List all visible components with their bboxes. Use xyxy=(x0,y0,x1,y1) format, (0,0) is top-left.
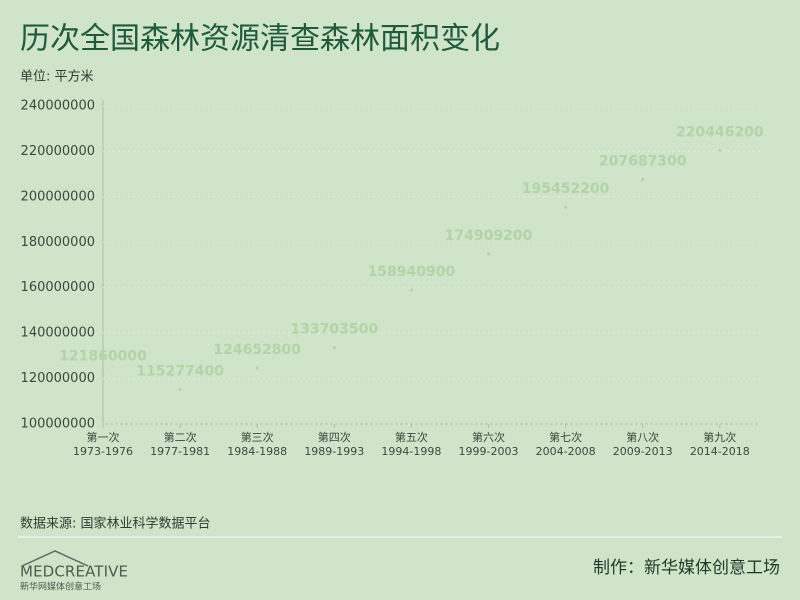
y-tick-label: 100000000 xyxy=(21,417,95,432)
data-point xyxy=(255,366,259,370)
value-label: 158940900 xyxy=(368,264,456,280)
logo-roof xyxy=(21,550,89,567)
x-tick-period: 1977-1981 xyxy=(150,445,210,458)
x-tick-period: 1999-2003 xyxy=(459,445,519,458)
x-tick-period: 2014-2018 xyxy=(690,445,750,458)
data-point xyxy=(718,148,722,152)
value-label: 207687300 xyxy=(599,153,687,169)
x-tick-label: 第七次 xyxy=(549,430,582,444)
value-label: 115277400 xyxy=(136,363,224,379)
x-tick-label: 第三次 xyxy=(241,430,274,444)
x-tick-label: 第八次 xyxy=(626,430,659,444)
data-point xyxy=(178,387,182,391)
x-tick-label: 第二次 xyxy=(164,430,197,444)
logo-text: MEDCREATIVE xyxy=(20,563,128,581)
logo-subtitle: 新华网媒体创意工场 xyxy=(20,581,101,593)
value-label: 124652800 xyxy=(213,342,301,358)
x-tick-label: 第九次 xyxy=(703,430,736,444)
x-tick-period: 2009-2013 xyxy=(613,445,673,458)
x-tick-period: 1984-1988 xyxy=(227,445,287,458)
y-tick-label: 180000000 xyxy=(21,235,95,250)
source: 数据来源: 国家林业科学数据平台 xyxy=(20,516,211,532)
y-tick-label: 120000000 xyxy=(21,371,95,386)
x-tick-period: 1989-1993 xyxy=(304,445,364,458)
data-point xyxy=(564,205,568,209)
data-point xyxy=(487,252,490,256)
chart-title: 历次全国森林资源清查森林面积变化 xyxy=(20,22,500,57)
y-tick-label: 140000000 xyxy=(21,326,95,341)
x-tick-period: 2004-2008 xyxy=(536,445,596,458)
x-tick-label: 第四次 xyxy=(318,430,351,444)
value-label: 121860000 xyxy=(59,348,147,364)
x-tick-period: 1994-1998 xyxy=(381,445,441,458)
unit-label: 单位: 平方米 xyxy=(20,69,94,85)
y-tick-label: 220000000 xyxy=(21,144,95,159)
y-tick-label: 160000000 xyxy=(21,280,95,295)
data-point xyxy=(101,372,105,376)
value-label: 195452200 xyxy=(522,181,610,197)
x-tick-label: 第六次 xyxy=(472,430,505,444)
value-label: 174909200 xyxy=(445,228,533,244)
y-tick-label: 200000000 xyxy=(21,189,95,204)
x-tick-label: 第五次 xyxy=(395,430,428,444)
data-point xyxy=(409,288,413,292)
y-tick-label: 240000000 xyxy=(21,99,95,114)
value-label: 220446200 xyxy=(676,124,764,140)
credit: 制作：新华媒体创意工场 xyxy=(593,558,780,578)
x-tick-period: 1973-1976 xyxy=(73,445,133,458)
x-tick-label: 第一次 xyxy=(87,430,120,444)
data-point xyxy=(641,177,645,181)
value-label: 133703500 xyxy=(290,321,378,337)
data-point xyxy=(332,345,336,349)
